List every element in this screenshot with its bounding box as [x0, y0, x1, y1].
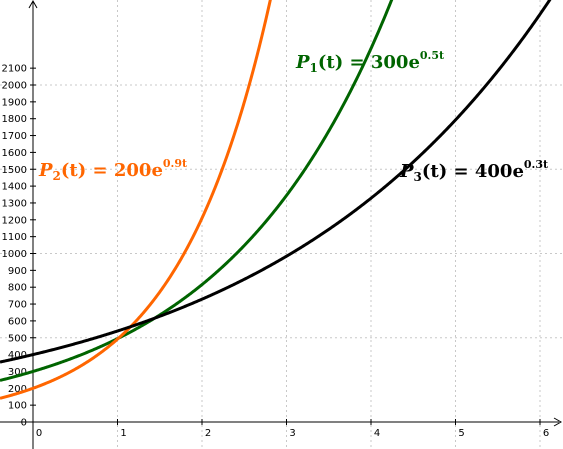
y-tick-label: 100 — [8, 401, 27, 412]
x-tick-label: 3 — [289, 428, 295, 439]
series-curves — [0, 0, 552, 400]
y-tick-label: 300 — [8, 367, 27, 378]
x-tick-label: 6 — [543, 428, 549, 439]
equation-label-p3: P3(t) = 400e0.3t — [399, 158, 549, 184]
y-tick-label: 900 — [8, 266, 27, 277]
y-tick-label: 1200 — [2, 215, 27, 226]
x-axis-arrow — [553, 417, 563, 427]
series-line-p3 — [0, 0, 552, 364]
y-tick-label: 0 — [21, 418, 27, 429]
y-tick-label: 200 — [8, 384, 27, 395]
x-tick-label: 1 — [120, 428, 126, 439]
tick-labels: 0 1 2 3 4 5 6 0 100 200 300 400 500 600 700 800 900 1000 1… — [2, 64, 550, 439]
y-tick-label: 500 — [8, 333, 27, 344]
y-tick-label: 1300 — [2, 198, 27, 209]
x-tick-label: 0 — [36, 428, 42, 439]
y-tick-label: 1700 — [2, 131, 27, 142]
series-line-p1 — [0, 0, 394, 382]
y-tick-label: 700 — [8, 300, 27, 311]
y-tick-label: 1600 — [2, 148, 27, 159]
y-tick-label: 1100 — [2, 232, 27, 243]
y-tick-label: 1800 — [2, 114, 27, 125]
y-tick-label: 2100 — [2, 64, 27, 75]
series-line-p2 — [0, 0, 272, 400]
x-tick-label: 5 — [458, 428, 464, 439]
y-axis-arrow — [28, 0, 38, 9]
y-tick-label: 1000 — [2, 249, 27, 260]
x-tick-label: 4 — [374, 428, 380, 439]
y-tick-label: 1500 — [2, 165, 27, 176]
y-tick-label: 400 — [8, 350, 27, 361]
y-tick-label: 1900 — [2, 97, 27, 108]
y-tick-label: 800 — [8, 283, 27, 294]
x-tick-label: 2 — [205, 428, 211, 439]
y-tick-label: 1400 — [2, 182, 27, 193]
y-tick-label: 2000 — [2, 81, 27, 92]
y-tick-label: 600 — [8, 316, 27, 327]
equation-label-p2: P2(t) = 200e0.9t — [38, 157, 188, 183]
equation-label-p1: P1(t) = 300e0.5t — [295, 49, 445, 75]
